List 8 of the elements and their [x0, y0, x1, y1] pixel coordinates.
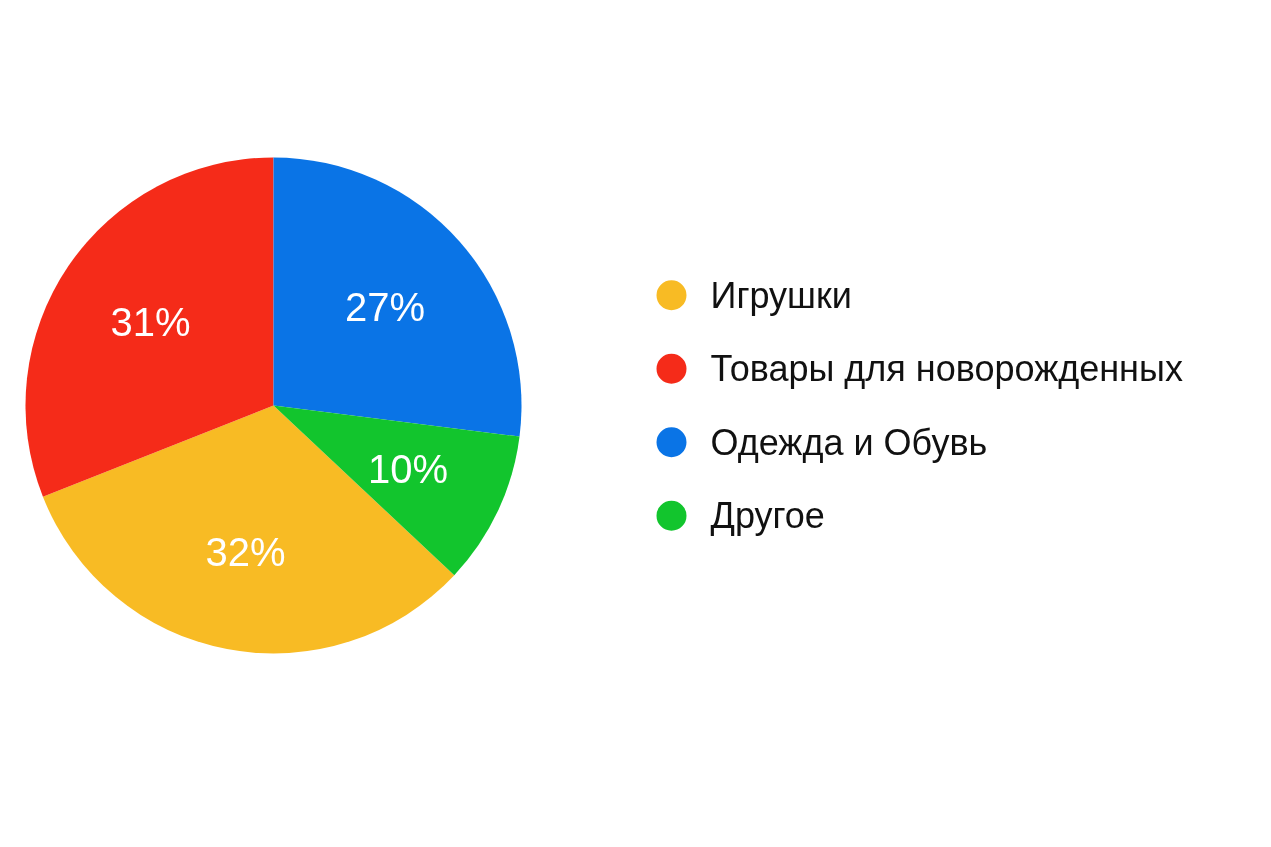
- legend-label: Игрушки: [710, 274, 852, 316]
- data-label: 27%: [345, 285, 426, 330]
- legend-label: Другое: [710, 495, 825, 537]
- data-label: 31%: [110, 299, 191, 344]
- legend-label: Одежда и Обувь: [710, 421, 988, 463]
- legend-label: Товары для новорожденных: [710, 348, 1183, 390]
- data-label: 32%: [205, 529, 286, 574]
- data-label: 10%: [368, 446, 449, 491]
